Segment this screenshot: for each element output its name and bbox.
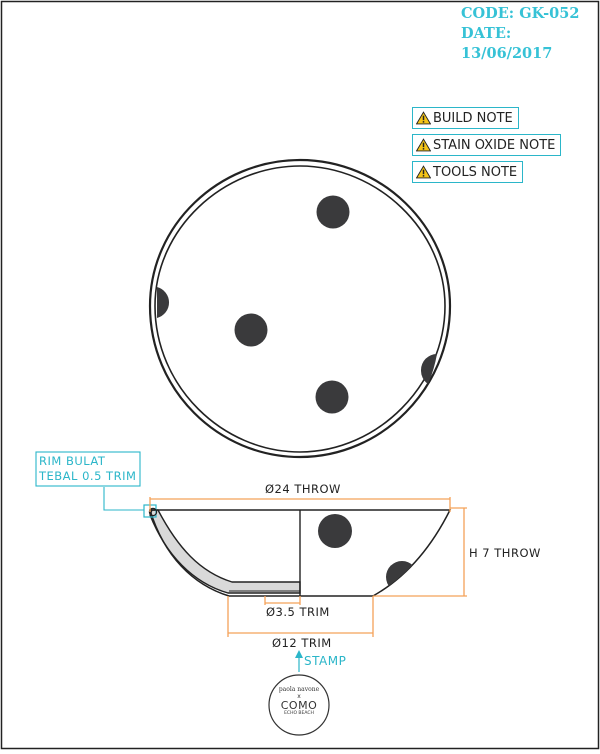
build-note-button[interactable]: BUILD NOTE <box>412 107 519 129</box>
rim-callout-line2: TEBAL 0.5 TRIM <box>39 469 137 483</box>
logo-text: paola navone x COMO ECHO BEACH <box>269 686 329 717</box>
rim-callout-leader <box>103 487 144 511</box>
rim-callout-line1: RIM BULAT <box>39 454 106 468</box>
rim-callout: RIM BULAT TEBAL 0.5 TRIM <box>39 455 136 483</box>
top-view <box>148 158 452 459</box>
dimension-lines <box>149 497 467 637</box>
stain-oxide-note-label: STAIN OXIDE NOTE <box>433 137 556 153</box>
logo-line3: COMO <box>280 699 318 712</box>
side-dot-upper <box>318 514 352 548</box>
stamp-arrow <box>295 650 303 672</box>
logo-stamp <box>268 674 330 736</box>
bowl-outer-rim <box>148 158 452 459</box>
dot-top-right <box>316 195 350 229</box>
bowl-inner-rim <box>154 165 446 453</box>
logo-line1: paola navone <box>278 686 320 693</box>
tools-note-button[interactable]: TOOLS NOTE <box>412 161 524 183</box>
drawing-code: CODE: GK-052 <box>461 5 580 22</box>
notes-panel: BUILD NOTE STAIN OXIDE NOTE TOOLS NOTE <box>412 107 562 188</box>
drawing-header: CODE: GK-052 DATE: 13/06/2017 <box>461 4 600 64</box>
stain-oxide-note-button[interactable]: STAIN OXIDE NOTE <box>412 134 562 156</box>
dot-left-edge <box>157 287 170 318</box>
dim-diameter-top-label: Ø24 THROW <box>262 482 344 496</box>
dot-right-edge <box>420 354 437 384</box>
stamp-label: STAMP <box>304 654 347 668</box>
bowl-exterior-outline <box>148 509 452 597</box>
warning-icon <box>416 111 431 125</box>
tools-note-label: TOOLS NOTE <box>433 164 518 180</box>
dim-height-label: H 7 THROW <box>468 546 542 560</box>
dim-foot-inner-label: Ø3.5 TRIM <box>264 605 332 619</box>
rim-callout-box <box>35 451 141 487</box>
side-view <box>143 504 452 597</box>
section-wall-glaze <box>149 509 301 594</box>
warning-icon <box>416 165 431 179</box>
warning-icon <box>416 138 431 152</box>
dot-bottom <box>315 380 349 414</box>
build-note-label: BUILD NOTE <box>433 110 513 126</box>
logo-line2: x <box>297 693 301 700</box>
dim-foot-outer-label: Ø12 TRIM <box>270 636 334 650</box>
drawing-date: DATE: 13/06/2017 <box>461 25 553 62</box>
logo-line4: ECHO BEACH <box>284 711 314 716</box>
side-dot-lower <box>386 561 418 593</box>
dot-center <box>234 313 268 347</box>
